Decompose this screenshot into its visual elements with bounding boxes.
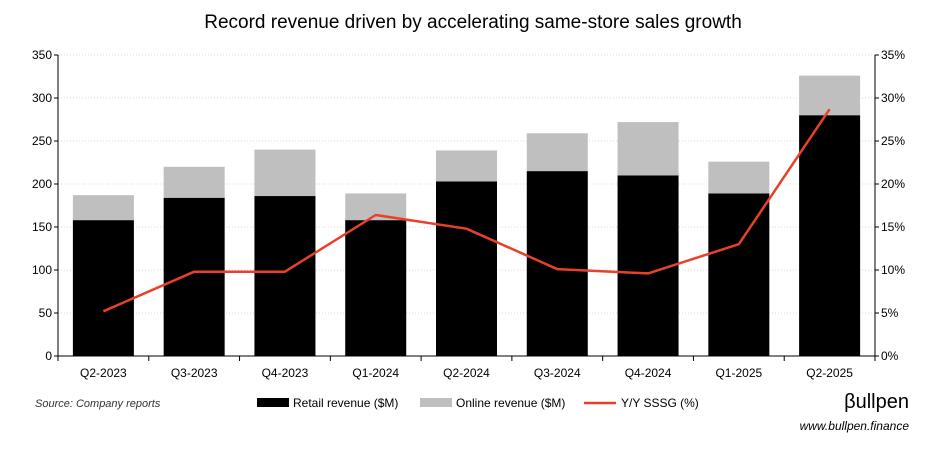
legend-online: Online revenue ($M) xyxy=(456,396,565,410)
y-left-tick-label: 0 xyxy=(45,349,52,363)
y-right-tick-label: 15% xyxy=(881,220,905,234)
y-left-tick-label: 250 xyxy=(32,134,52,148)
bar-online-q4-2024 xyxy=(617,122,679,176)
bar-online-q2-2023 xyxy=(72,195,134,221)
bar-online-q4-2023 xyxy=(254,149,316,197)
bar-retail-q2-2025 xyxy=(799,115,861,356)
legend-swatch-online xyxy=(420,398,452,407)
y-right-tick-label: 20% xyxy=(881,177,905,191)
y-left-tick-label: 350 xyxy=(32,48,52,62)
legend-swatch-retail xyxy=(257,398,289,407)
brand-url: www.bullpen.finance xyxy=(800,419,910,433)
y-right-tick-label: 5% xyxy=(881,306,899,320)
bar-online-q3-2023 xyxy=(163,166,225,198)
axes-group: 0 0% 50 5% 100 10% 150 15% 200 20% 250 25% 300 30% 350… xyxy=(32,48,905,380)
y-left-tick-label: 100 xyxy=(32,263,52,277)
x-tick-label: Q1-2025 xyxy=(715,366,762,380)
bar-retail-q2-2023 xyxy=(72,220,134,356)
y-left-tick-label: 200 xyxy=(32,177,52,191)
y-left-tick-label: 150 xyxy=(32,220,52,234)
y-right-tick-label: 30% xyxy=(881,91,905,105)
y-left-tick-label: 300 xyxy=(32,91,52,105)
bar-retail-q3-2024 xyxy=(526,171,588,356)
bar-online-q3-2024 xyxy=(526,133,588,172)
legend-retail: Retail revenue ($M) xyxy=(293,396,398,410)
y-right-tick-label: 35% xyxy=(881,48,905,62)
y-right-tick-label: 25% xyxy=(881,134,905,148)
bar-online-q2-2025 xyxy=(799,75,861,116)
y-left-tick-label: 50 xyxy=(39,306,53,320)
x-tick-label: Q3-2024 xyxy=(534,366,581,380)
x-tick-label: Q2-2023 xyxy=(80,366,127,380)
brand-logo: βullpen xyxy=(844,391,909,413)
chart-title: Record revenue driven by accelerating sa… xyxy=(204,12,742,33)
bars-group xyxy=(72,75,861,356)
y-right-tick-label: 10% xyxy=(881,263,905,277)
x-tick-label: Q4-2023 xyxy=(262,366,309,380)
bar-retail-q2-2024 xyxy=(436,181,497,356)
x-tick-label: Q2-2024 xyxy=(443,366,490,380)
source-note: Source: Company reports xyxy=(35,398,161,410)
bar-retail-q1-2025 xyxy=(708,193,770,356)
x-tick-label: Q4-2024 xyxy=(625,366,672,380)
x-tick-label: Q2-2025 xyxy=(806,366,853,380)
x-tick-label: Q3-2023 xyxy=(171,366,218,380)
y-right-tick-label: 0% xyxy=(881,349,899,363)
bar-online-q1-2025 xyxy=(708,161,770,194)
sssg-line-group xyxy=(102,108,831,313)
x-tick-label: Q1-2024 xyxy=(352,366,399,380)
bar-retail-q1-2024 xyxy=(345,220,407,356)
legend-sssg: Y/Y SSSG (%) xyxy=(621,396,699,410)
bar-online-q2-2024 xyxy=(436,150,497,182)
bar-retail-q3-2023 xyxy=(163,197,225,356)
bar-retail-q4-2023 xyxy=(254,196,316,356)
legend: Retail revenue ($M) Online revenue ($M) … xyxy=(257,396,699,410)
